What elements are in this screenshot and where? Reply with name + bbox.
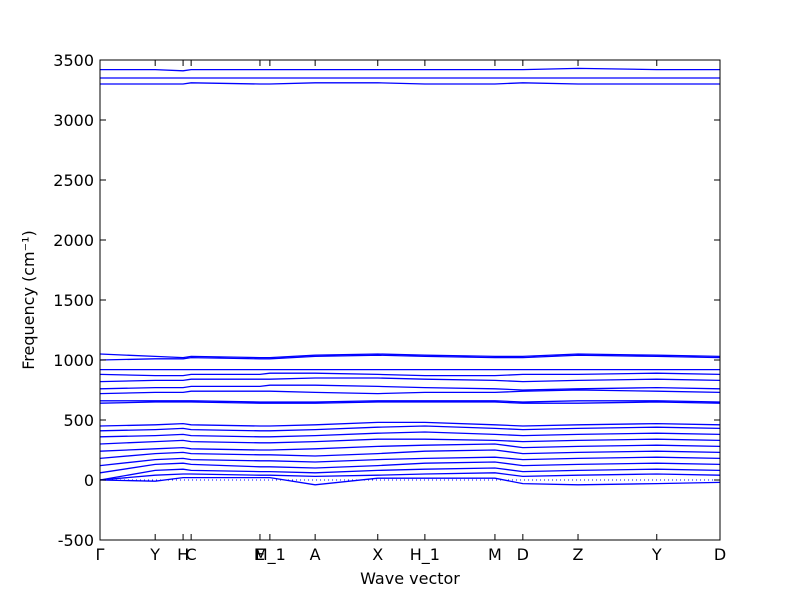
band-line [99,472,721,481]
band-line [99,372,721,377]
x-tick-label: X [372,545,383,564]
y-tick-label: 3000 [53,111,94,130]
y-tick-label: 0 [84,471,94,490]
band-line [99,467,721,481]
band-line [99,421,721,427]
y-axis-label: Frequency (cm⁻¹) [19,230,38,369]
band-line [99,476,721,486]
y-tick-label: 3500 [53,51,94,70]
band-line [99,401,721,404]
band-line [100,400,721,403]
y-tick-label: -500 [58,531,94,550]
band-line [99,353,721,359]
band-line [99,354,721,361]
band-line [100,82,720,85]
x-tick-label: Γ [96,545,105,564]
x-tick-label: D [714,545,726,564]
band-line [99,443,721,452]
x-tick-label: Y [149,545,160,564]
x-tick-label: E [255,545,265,564]
y-tick-label: 1500 [53,291,94,310]
y-tick-label: 500 [63,411,94,430]
x-tick-label: M_1 [254,545,286,565]
x-tick-label: Y [651,545,662,564]
x-tick-label: A [310,545,321,564]
y-tick-label: 1000 [53,351,94,370]
band-line [99,384,721,391]
band-line [99,377,721,383]
band-line [100,67,720,72]
band-line [99,461,721,474]
x-tick-label: D [517,545,529,564]
x-tick-label: Z [573,545,584,564]
x-tick-label: H_1 [410,545,440,565]
band-line [99,389,721,395]
x-tick-label: M [488,545,502,564]
band-line [99,438,721,445]
band-line [99,449,721,460]
x-axis-label: Wave vector [360,569,460,588]
x-tick-label: C [186,545,197,564]
band-line [99,431,721,438]
band-line [99,456,721,467]
y-tick-label: 2000 [53,231,94,250]
x-tick-label: H [177,545,189,564]
y-tick-label: 2500 [53,171,94,190]
band-line [99,425,721,432]
